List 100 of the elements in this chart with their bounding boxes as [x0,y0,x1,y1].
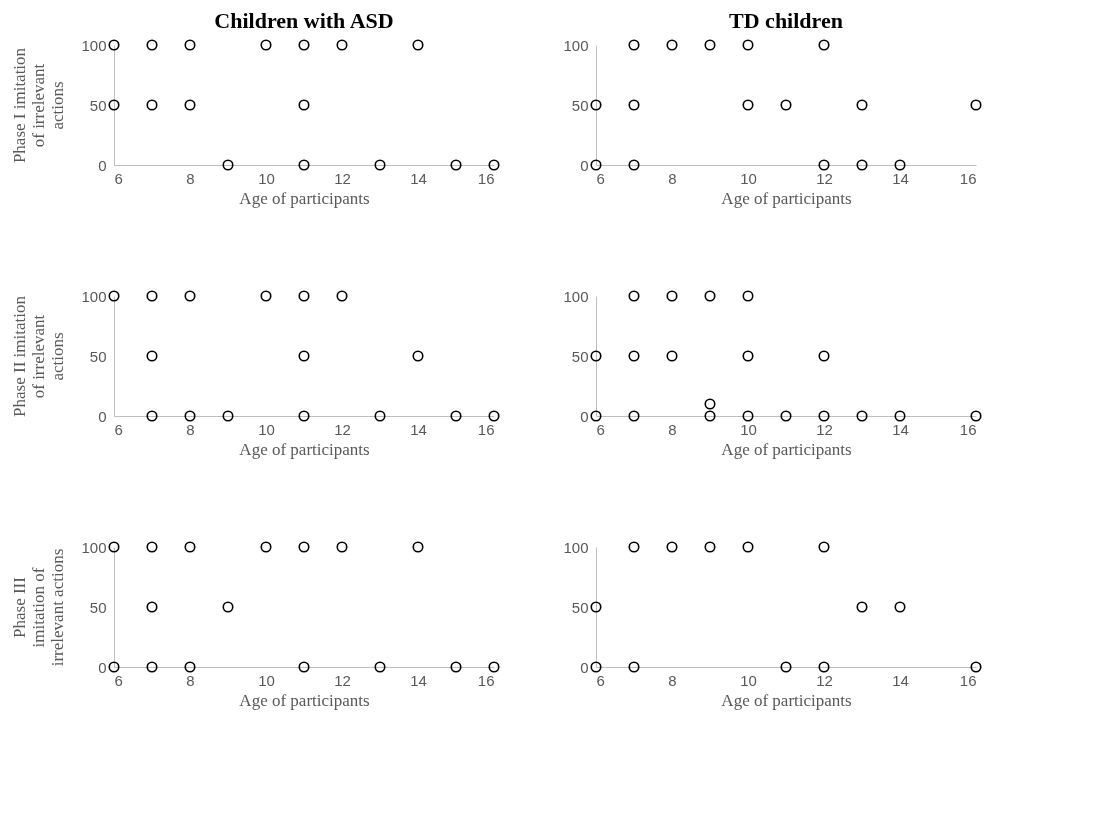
x-tick-label: 8 [186,671,195,689]
point [894,159,906,171]
point [298,39,310,51]
point [374,410,386,422]
point [108,290,120,302]
point [298,350,310,362]
point [108,39,120,51]
point [742,350,754,362]
point [412,39,424,51]
x-tick-label: 10 [258,420,275,438]
point [146,290,158,302]
point [146,99,158,111]
y-tick-label: 0 [580,407,589,425]
point [146,350,158,362]
point [336,290,348,302]
x-axis-title: Age of participants [239,188,370,208]
point [856,99,868,111]
point [628,661,640,673]
y-tick-label: 100 [563,36,589,54]
point [704,541,716,553]
x-axis-title: Age of participants [239,690,370,710]
point [704,39,716,51]
x-tick-label: 6 [596,169,605,187]
point [298,290,310,302]
y-tick-label: 100 [81,36,107,54]
x-tick-label: 14 [892,671,909,689]
point [374,661,386,673]
point [742,290,754,302]
y-axis-title: Phase I imitation of irrelevant actions [10,47,68,164]
x-tick-label: 16 [477,420,495,438]
y-tick-label: 50 [571,96,589,114]
point [970,410,982,422]
x-tick-label: 10 [740,169,757,187]
point [260,541,272,553]
y-axis-title: Phase III imitation of irrelevant actions [10,548,68,667]
point [628,410,640,422]
point [856,159,868,171]
point [818,541,830,553]
x-tick-label: 12 [816,671,833,689]
y-tick-label: 0 [580,658,589,676]
point [780,410,792,422]
x-tick-label: 8 [668,671,677,689]
point [590,159,602,171]
point [704,290,716,302]
x-tick-label: 8 [186,169,195,187]
y-tick-label: 0 [98,407,107,425]
x-tick-label: 12 [816,169,833,187]
y-tick-label: 0 [98,156,107,174]
point [146,39,158,51]
point [374,159,386,171]
point [450,159,462,171]
point [628,541,640,553]
point [970,661,982,673]
point [184,661,196,673]
x-axis-title: Age of participants [721,690,852,710]
point [666,39,678,51]
x-tick-label: 8 [186,420,195,438]
point [628,350,640,362]
point [222,410,234,422]
point [590,350,602,362]
y-tick-label: 50 [89,347,107,365]
point [146,601,158,613]
point [970,99,982,111]
x-tick-label: 10 [740,420,757,438]
point [628,159,640,171]
point [628,290,640,302]
x-tick-label: 12 [334,671,351,689]
point [450,661,462,673]
point [666,350,678,362]
point [894,410,906,422]
x-tick-label: 12 [334,420,351,438]
point [488,159,500,171]
x-axis-title: Age of participants [239,439,370,459]
x-tick-label: 14 [410,420,427,438]
point [628,39,640,51]
point [450,410,462,422]
x-tick-label: 14 [892,420,909,438]
x-tick-label: 6 [596,420,605,438]
point [666,290,678,302]
point [298,541,310,553]
point [184,410,196,422]
y-tick-label: 50 [89,598,107,616]
point [412,541,424,553]
point [412,350,424,362]
x-tick-label: 8 [668,420,677,438]
x-tick-label: 10 [740,671,757,689]
point [184,99,196,111]
x-tick-label: 16 [959,169,977,187]
point [108,541,120,553]
x-tick-label: 6 [114,169,123,187]
x-tick-label: 12 [334,169,351,187]
point [666,541,678,553]
point [856,601,868,613]
point [742,410,754,422]
point [146,661,158,673]
x-tick-label: 6 [596,671,605,689]
point [628,99,640,111]
point [742,99,754,111]
point [818,350,830,362]
x-tick-label: 16 [477,671,495,689]
